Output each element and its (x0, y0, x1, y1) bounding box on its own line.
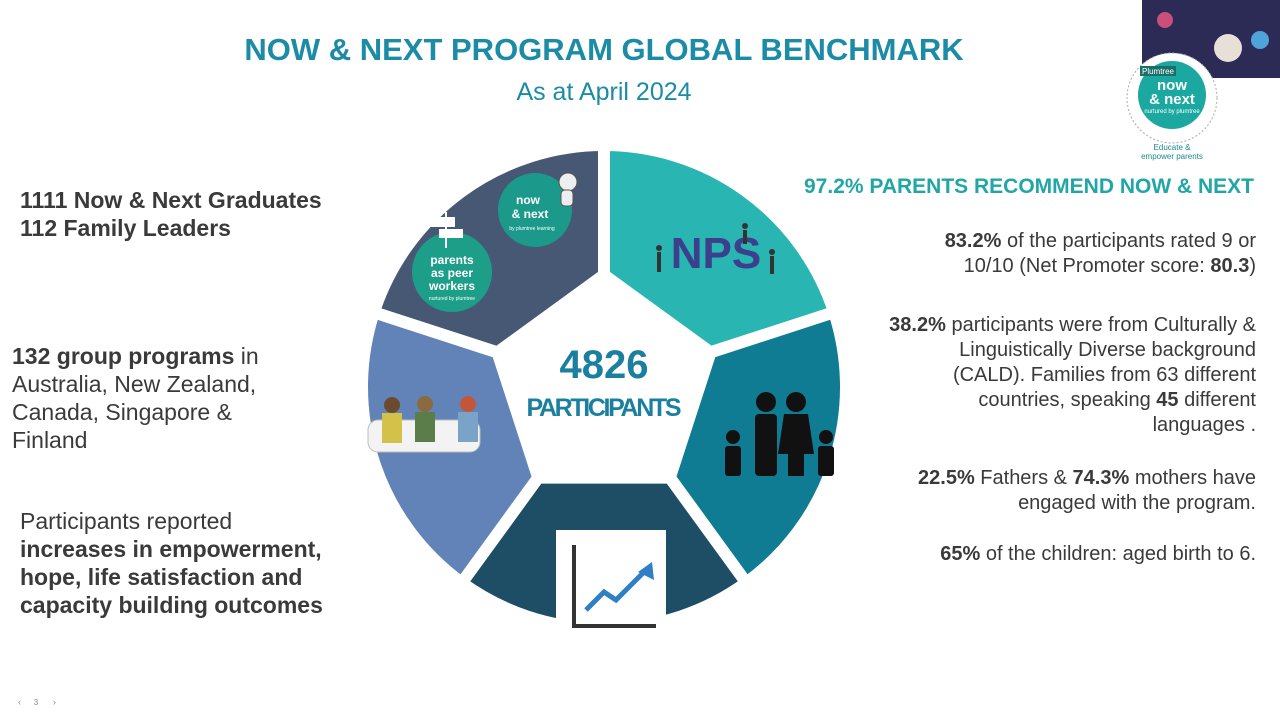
text-run: different languages . (1152, 389, 1256, 436)
chart-icon (556, 530, 666, 638)
cald-block: 38.2% participants were from Culturally … (886, 313, 1256, 438)
video-person (1214, 34, 1242, 62)
video-decor (1251, 31, 1269, 49)
video-decor (1157, 12, 1173, 28)
headline: 97.2% PARENTS RECOMMEND NOW & NEXT (804, 175, 1254, 198)
text-run: of the participants rated 9 or 10/10 (Ne… (963, 230, 1256, 277)
programs-block: 132 group programs in Australia, New Zea… (12, 342, 312, 454)
corner-logo-text: now (1157, 77, 1187, 94)
stat-line: 112 Family Leaders (20, 215, 231, 241)
bold-run: 45 (1156, 389, 1179, 411)
text-run: of the children: aged birth to 6. (980, 543, 1256, 565)
brand-text: Plumtree (1142, 67, 1175, 76)
slide-title: NOW & NEXT PROGRAM GLOBAL BENCHMARK (244, 32, 964, 67)
corner-logo-text: nurtured by plumtree (1144, 109, 1200, 115)
text-run: participants were from Culturally & Ling… (945, 314, 1256, 411)
logo-circle (498, 173, 572, 247)
logo-text: workers (428, 279, 475, 293)
corner-logo-text: & next (1149, 91, 1195, 108)
slide-subtitle: As at April 2024 (516, 78, 692, 106)
bold-run: increases in empowerment, hope, life sat… (20, 536, 323, 618)
nav-next[interactable]: › (53, 697, 56, 707)
nps-icon-text: NPS (671, 229, 761, 278)
ring-segment (598, 139, 841, 359)
tagline: empower parents (1141, 152, 1203, 161)
nps-block: 83.2% of the participants rated 9 or 10/… (911, 229, 1256, 279)
bold-run: 132 group programs (12, 343, 235, 369)
family-icon (725, 392, 834, 476)
logo-text: as peer (431, 266, 473, 280)
bold-run: 38.2% (889, 314, 946, 336)
parents-block: 22.5% Fathers & 74.3% mothers have engag… (896, 466, 1256, 516)
text-run: Participants reported (20, 508, 233, 534)
bold-run: 65% (940, 543, 981, 565)
corner-logo (1138, 61, 1206, 129)
outcomes-block: Participants reported increases in empowe… (20, 507, 365, 619)
people-icon (367, 396, 481, 453)
bold-run: 74.3% (1072, 467, 1130, 489)
text-run: ) (1249, 255, 1256, 277)
stat-line: 1111 Now & Next Graduates (20, 187, 322, 213)
text-run: mothers have engaged with the program. (1018, 467, 1256, 514)
bold-run: 83.2% (944, 230, 1002, 252)
nav-prev[interactable]: ‹ (18, 697, 21, 707)
signpost-icon (427, 212, 463, 248)
astronaut-icon (558, 172, 578, 207)
brand-tag (1140, 66, 1176, 76)
logo-text: & next (512, 207, 549, 221)
children-block: 65% of the children: aged birth to 6. (876, 542, 1256, 567)
text-run: in Australia, New Zealand, Canada, Singa… (12, 343, 259, 453)
bold-run: 80.3 (1210, 255, 1250, 277)
logo-text: nurtured by plumtree (429, 296, 475, 302)
bold-run: 22.5% (918, 467, 975, 489)
center-count: 4826 (560, 343, 649, 387)
page-number: 3 (34, 698, 39, 707)
center-label: PARTICIPANTS (527, 394, 682, 422)
tagline: Educate & (1154, 143, 1192, 152)
logo-circle (412, 232, 492, 312)
logo-text: parents (430, 253, 474, 267)
logo-text: now (516, 193, 541, 207)
slide-nav[interactable]: ‹ 3 › (18, 697, 56, 707)
text-run: Fathers & (974, 467, 1073, 489)
logo-text: by plumtree learning (509, 226, 555, 232)
graduates-block: 1111 Now & Next Graduates 112 Family Lea… (20, 186, 322, 242)
nps-people (656, 223, 775, 274)
